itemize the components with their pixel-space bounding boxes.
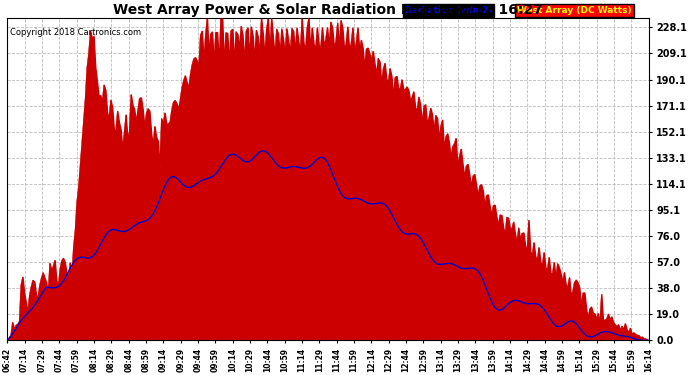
Text: Radiation (w/m2): Radiation (w/m2) — [405, 6, 493, 15]
Text: West Array (DC Watts): West Array (DC Watts) — [518, 6, 632, 15]
Text: Copyright 2018 Cartronics.com: Copyright 2018 Cartronics.com — [10, 28, 141, 37]
Title: West Array Power & Solar Radiation Mon Nov 12 16:27: West Array Power & Solar Radiation Mon N… — [113, 3, 543, 17]
